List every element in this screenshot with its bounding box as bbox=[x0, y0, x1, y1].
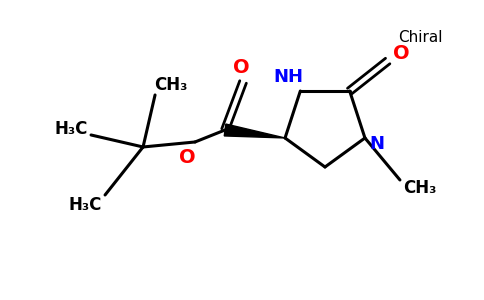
Text: H₃C: H₃C bbox=[54, 120, 88, 138]
Text: CH₃: CH₃ bbox=[154, 76, 188, 94]
Polygon shape bbox=[224, 124, 285, 138]
Text: NH: NH bbox=[273, 68, 303, 86]
Text: Chiral: Chiral bbox=[398, 31, 442, 46]
Text: N: N bbox=[369, 135, 384, 153]
Text: O: O bbox=[393, 44, 410, 62]
Text: H₃C: H₃C bbox=[68, 196, 102, 214]
Text: O: O bbox=[233, 58, 249, 77]
Text: CH₃: CH₃ bbox=[403, 179, 437, 197]
Text: O: O bbox=[179, 148, 196, 167]
